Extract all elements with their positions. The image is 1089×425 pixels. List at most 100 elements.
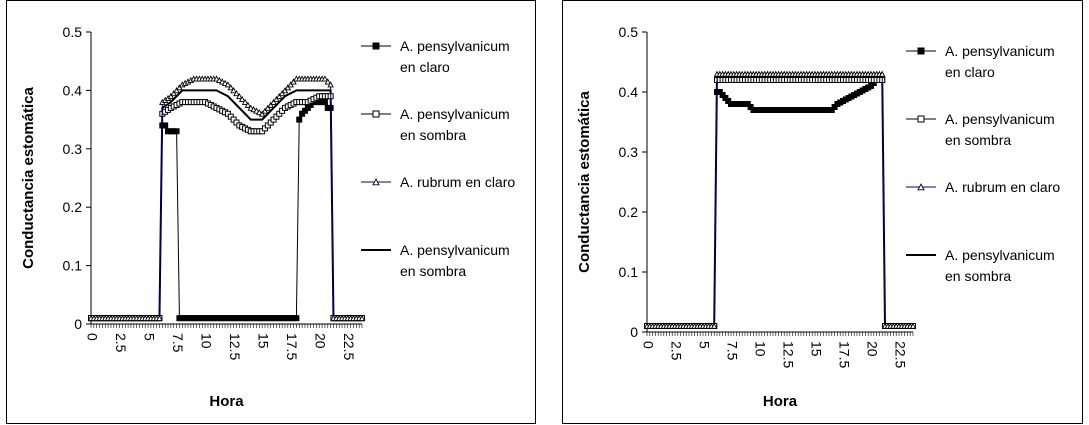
chart-right: 0 0.1 0.2 0.3 0.4 0.5 0 2.5 5 7.5 10 12.5 15 17.5 20 22… — [576, 24, 1060, 410]
data-point — [244, 101, 252, 108]
y-tick-label: 0.3 — [63, 141, 83, 157]
data-point — [321, 75, 329, 82]
legend-item: A. pensylvanicum en sombra — [906, 111, 1055, 148]
x-tick-label: 20 — [313, 333, 329, 349]
data-point — [258, 110, 266, 117]
x-tick-label: 15 — [808, 341, 824, 357]
x-tick-label: 17.5 — [836, 341, 852, 368]
series-path — [91, 89, 362, 320]
series-line-1 — [88, 93, 365, 322]
x-tick-label: 17.5 — [284, 333, 300, 360]
y-tick-label: 0.2 — [63, 199, 83, 215]
series-line-3 — [91, 89, 362, 320]
data-point — [156, 314, 163, 321]
series-line-1 — [644, 77, 916, 329]
legend-item: A. pensylvanicum en sombra — [906, 247, 1055, 284]
data-point — [358, 314, 366, 321]
y-tick-label: 0 — [630, 324, 638, 340]
legend-label: A. pensylvanicum en sombra — [945, 111, 1055, 148]
data-point — [224, 81, 232, 88]
data-point — [321, 99, 328, 106]
legend-label: A. pensylvanicum en sombra — [400, 242, 510, 279]
chart-panel-left: 0 0.1 0.2 0.3 0.4 0.5 0 2.5 5 7.5 10 12.5 15 17.5 20 22… — [6, 0, 536, 424]
data-point — [264, 104, 272, 111]
x-tick-label: 10 — [752, 341, 768, 357]
x-tick-label: 22.5 — [892, 341, 908, 368]
x-tick-label: 22.5 — [341, 333, 357, 360]
y-tick-label: 0 — [74, 316, 82, 332]
data-point — [230, 87, 237, 94]
legend: A. pensylvanicum en claro A. pensylvanicum… — [361, 38, 515, 279]
series-path — [647, 79, 913, 327]
data-point — [372, 42, 380, 50]
data-point — [327, 81, 334, 88]
data-point — [710, 322, 718, 329]
data-point — [293, 315, 300, 322]
y-tick-label: 0.4 — [619, 84, 639, 100]
x-axis-title: Hora — [209, 393, 244, 410]
x-axis-title: Hora — [763, 393, 798, 410]
data-point — [270, 98, 277, 105]
x-tick-label: 0 — [84, 333, 100, 341]
x-tick-label: 0 — [640, 341, 656, 349]
data-point — [173, 87, 180, 94]
x-tick-label: 20 — [864, 341, 880, 357]
legend-label: A. rubrum en claro — [400, 174, 515, 190]
data-point — [238, 95, 246, 102]
series-path — [91, 95, 362, 319]
x-tick-label: 7.5 — [170, 333, 186, 353]
legend-label: A. rubrum en claro — [945, 179, 1060, 195]
data-point — [276, 92, 283, 100]
series-line-0 — [88, 99, 365, 322]
data-point — [878, 70, 886, 77]
data-point — [176, 84, 183, 91]
data-point — [173, 128, 180, 135]
data-point — [261, 107, 269, 114]
legend-item: A. pensylvanicum en sombra — [361, 242, 510, 279]
x-tick-label: 15 — [255, 333, 271, 349]
data-point — [281, 87, 289, 94]
data-point — [236, 92, 243, 100]
series-line-2 — [87, 75, 366, 321]
legend-item: A. rubrum en claro — [361, 174, 515, 190]
legend-item: A. rubrum en claro — [906, 179, 1060, 195]
data-point — [167, 92, 175, 100]
data-point — [290, 78, 297, 85]
chart-left: 0 0.1 0.2 0.3 0.4 0.5 0 2.5 5 7.5 10 12.5 15 17.5 20 22… — [20, 24, 515, 410]
data-point — [241, 98, 249, 105]
data-point — [287, 81, 294, 88]
legend-item: A. pensylvanicum en claro — [361, 38, 510, 75]
data-point — [909, 322, 917, 329]
y-tick-label: 0.4 — [63, 82, 83, 98]
x-tick-label: 7.5 — [724, 341, 740, 361]
series-line-0 — [644, 77, 916, 329]
data-point — [324, 78, 332, 85]
data-point — [227, 84, 235, 91]
legend: A. pensylvanicum en claro A. pensylvanicum… — [906, 43, 1060, 284]
x-tick-label: 5 — [141, 333, 157, 341]
y-tick-label: 0.3 — [619, 144, 639, 160]
data-point — [278, 89, 286, 97]
legend-label: A. pensylvanicum en sombra — [400, 106, 510, 143]
y-axis-title: Conductancia estomática — [576, 90, 593, 272]
data-point — [917, 183, 925, 191]
data-point — [267, 101, 274, 108]
x-tick-label: 2.5 — [668, 341, 684, 361]
data-point — [170, 89, 177, 97]
x-tick-label: 12.5 — [227, 333, 243, 360]
x-tick-label: 5 — [696, 341, 712, 349]
legend-item: A. pensylvanicum en claro — [906, 43, 1055, 80]
data-point — [273, 95, 280, 102]
series-path — [647, 79, 913, 327]
x-tick-label: 12.5 — [780, 341, 796, 368]
chart-panel-right: 0 0.1 0.2 0.3 0.4 0.5 0 2.5 5 7.5 10 12.5 15 17.5 20 22… — [562, 0, 1083, 424]
legend-label: A. pensylvanicum en claro — [400, 38, 510, 75]
y-tick-label: 0.1 — [63, 258, 83, 274]
legend-label: A. pensylvanicum en claro — [945, 43, 1055, 80]
data-point — [917, 47, 925, 55]
data-point — [372, 178, 380, 186]
x-tick-label: 10 — [198, 333, 214, 349]
data-point — [917, 115, 925, 123]
y-axis-title: Conductancia estomática — [20, 86, 37, 268]
series-path — [91, 101, 362, 319]
